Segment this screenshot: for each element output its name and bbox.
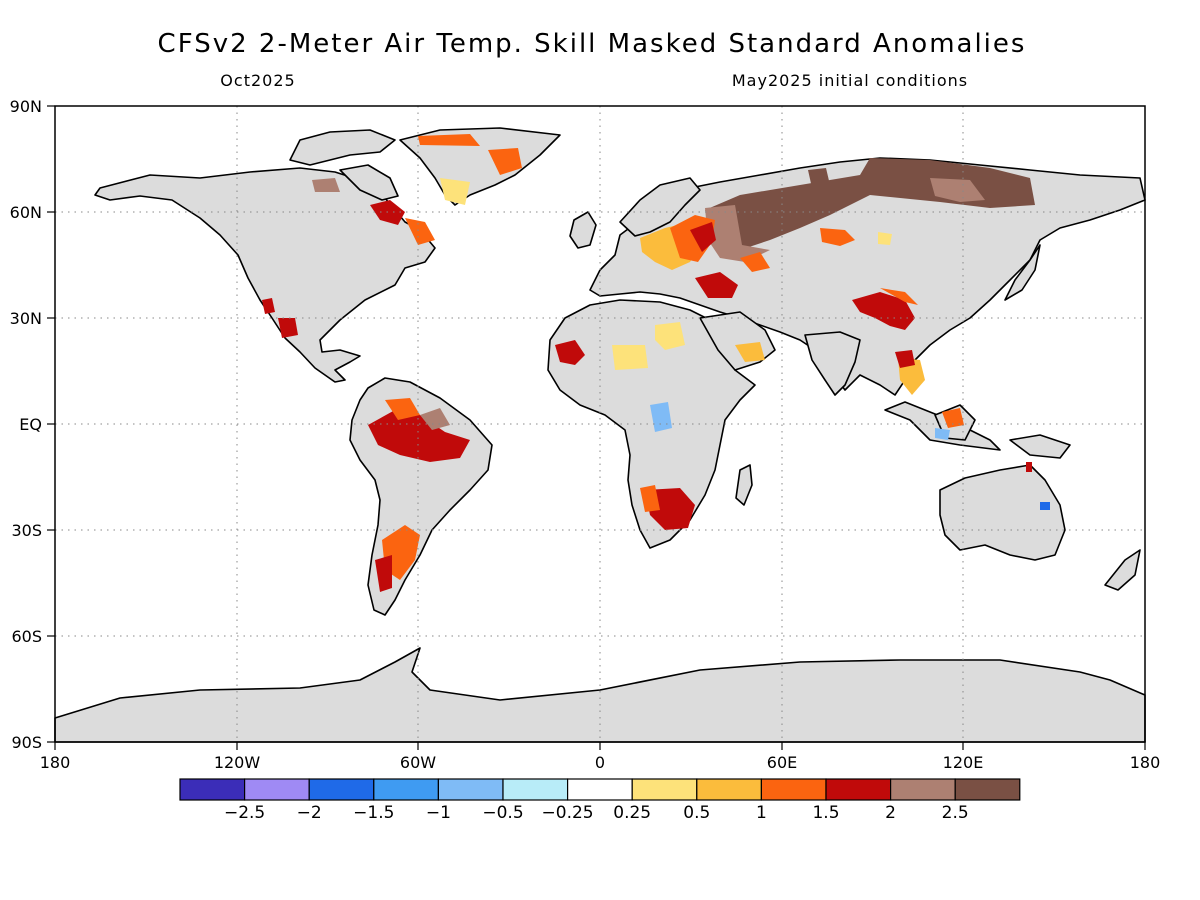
colorbar-swatch: [179, 778, 246, 801]
china-anomaly-red: [852, 292, 915, 330]
west-africa-anomaly: [555, 340, 585, 365]
colorbar-label: −2: [297, 803, 322, 823]
lat-label-90n: 90N: [10, 97, 42, 116]
lat-label-eq: EQ: [19, 415, 42, 434]
lon-label-180e: 180: [1130, 753, 1161, 772]
labrador-anomaly: [405, 218, 435, 245]
lat-label-60s: 60S: [11, 627, 42, 646]
subtitle-month: Oct2025: [220, 71, 295, 90]
subtitle-init: May2025 initial conditions: [732, 71, 968, 90]
greenland-land: [399, 127, 561, 206]
greenland-anomaly-top: [418, 134, 480, 146]
lat-label-90s: 90S: [11, 733, 42, 752]
arctic-canada-anomaly: [312, 178, 340, 192]
colorbar-swatch: [760, 778, 827, 801]
colorbar-label: 2: [885, 803, 896, 823]
scandinavia-land: [619, 177, 701, 237]
central-america-anomaly: [262, 298, 275, 314]
colorbar-label: −0.5: [482, 803, 523, 823]
australia-land: [939, 464, 1066, 561]
argentina-anomaly-red: [375, 555, 392, 592]
amazon-anomaly-brown: [420, 408, 450, 430]
colorbar-label: 0.25: [613, 803, 651, 823]
colorbar-label: −0.25: [542, 803, 594, 823]
colorbar-swatch: [308, 778, 375, 801]
black-sea-anomaly: [695, 272, 738, 298]
new-guinea-land: [1009, 434, 1071, 459]
tick-marks: [47, 105, 1146, 750]
southern-africa-anomaly-orange: [640, 485, 660, 512]
map-panel: 180 120W 60W 0 60E 120E 180 90N 60N 30N …: [10, 97, 1161, 772]
borneo-anomaly: [942, 408, 964, 428]
caucasus-anomaly: [740, 252, 770, 272]
colorbar-label: −1.5: [353, 803, 394, 823]
lon-label-0: 0: [595, 753, 605, 772]
lon-label-120w: 120W: [214, 753, 261, 772]
colorbar-label: 2.5: [942, 803, 969, 823]
lat-label-60n: 60N: [10, 203, 42, 222]
mexico-anomaly: [278, 318, 298, 338]
se-asia-anomaly: [898, 358, 925, 395]
baffin-island: [339, 164, 399, 201]
amazon-anomaly-orange: [385, 398, 420, 420]
colorbar-swatch: [566, 778, 633, 801]
colorbar-swatch: [631, 778, 698, 801]
ne-siberia-anomaly: [930, 178, 985, 202]
madagascar-land: [735, 464, 753, 506]
lon-label-180w: 180: [40, 753, 71, 772]
colorbar-swatch: [373, 778, 439, 801]
sahel-anomaly: [612, 345, 648, 370]
lat-label-30s: 30S: [11, 521, 42, 540]
china-anomaly-orange: [880, 288, 918, 305]
colorbar-swatch: [954, 778, 1021, 801]
central-asia-anomaly: [878, 232, 892, 245]
new-zealand-land: [1104, 549, 1141, 591]
east-europe-anomaly-darkred: [690, 222, 716, 252]
colorbar: −2.5 −2 −1.5 −1 −0.5 −0.25 0.25 0.5 1 1.5 2 2.5: [179, 778, 1021, 823]
japan-land: [1004, 244, 1041, 301]
greenland-anomaly-yellow: [440, 178, 470, 205]
lat-label-30n: 30N: [10, 309, 42, 328]
colorbar-swatch: [244, 778, 310, 801]
siberia-anomaly-light: [705, 205, 770, 262]
canadian-arctic-islands: [289, 129, 396, 166]
colorbar-swatch: [889, 778, 956, 801]
colorbar-label: 1: [756, 803, 767, 823]
colorbar-swatch: [825, 778, 892, 801]
lon-label-60e: 60E: [767, 753, 797, 772]
borneo-anomaly-blue: [935, 428, 950, 440]
map-title: CFSv2 2-Meter Air Temp. Skill Masked Sta…: [158, 29, 1027, 59]
lon-label-60w: 60W: [400, 753, 436, 772]
australia-anomaly-blue: [1040, 502, 1050, 510]
middle-east-anomaly: [735, 342, 765, 362]
colorbar-swatch: [437, 778, 504, 801]
colorbar-label: −1: [426, 803, 451, 823]
colorbar-label: 1.5: [812, 803, 839, 823]
arctic-anomaly: [808, 168, 830, 188]
antarctica-land: [54, 647, 1146, 743]
africa-land: [547, 299, 756, 549]
urals-anomaly: [820, 228, 855, 246]
anomaly-layer: [262, 134, 1050, 592]
egypt-anomaly: [655, 322, 685, 350]
se-asia-anomaly-red: [895, 350, 915, 368]
png-anomaly: [1026, 462, 1032, 472]
colorbar-swatch: [502, 778, 569, 801]
greenland-anomaly: [488, 148, 522, 175]
colorbar-label: 0.5: [683, 803, 710, 823]
lon-label-120e: 120E: [943, 753, 984, 772]
amazon-anomaly-red: [368, 410, 470, 462]
india-land: [804, 331, 861, 396]
colorbar-label: −2.5: [224, 803, 265, 823]
colorbar-swatch: [696, 778, 762, 801]
